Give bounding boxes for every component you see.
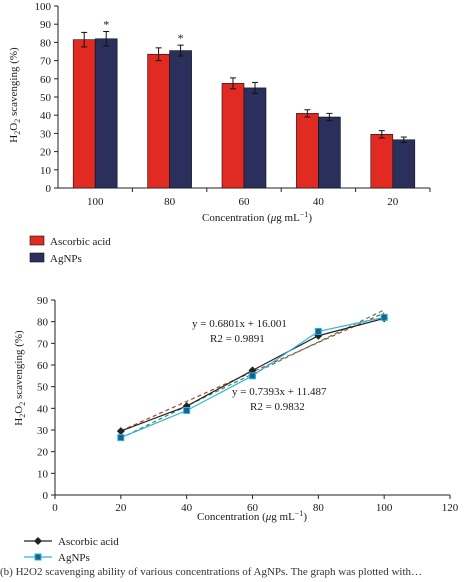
line-y-tick-label: 70 bbox=[37, 338, 49, 350]
bar bbox=[221, 83, 245, 189]
line-y-tick-label: 10 bbox=[37, 468, 49, 480]
bar-y-tick-label: 0 bbox=[46, 183, 52, 195]
line-x-tick-label: 0 bbox=[52, 502, 58, 514]
data-point bbox=[183, 407, 191, 414]
bar-legend: Ascorbic acid AgNPs bbox=[29, 235, 111, 265]
line-y-tick-label: 40 bbox=[37, 403, 49, 415]
bar-y-tick-label: 10 bbox=[40, 165, 52, 177]
line-series bbox=[116, 313, 389, 442]
data-point bbox=[116, 427, 125, 436]
line-y-tick-label: 60 bbox=[37, 360, 49, 372]
trendline-r-squared: R2 = 0.9891 bbox=[210, 333, 265, 345]
bar-y-tick-label: 60 bbox=[40, 74, 52, 86]
bar-x-tick-label: 100 bbox=[87, 196, 104, 208]
line-x-axis-label: Concentration (μg mL−1) bbox=[197, 509, 307, 523]
bar bbox=[318, 116, 341, 189]
significance-marker: * bbox=[103, 17, 109, 31]
line-x-tick-label: 120 bbox=[442, 502, 459, 514]
bar bbox=[370, 134, 394, 189]
legend-label: AgNPs bbox=[58, 552, 90, 564]
line-y-tick-label: 20 bbox=[37, 447, 49, 459]
line-y-tick-label: 90 bbox=[37, 295, 49, 307]
bar-y-tick-label: 100 bbox=[35, 1, 52, 13]
bar bbox=[392, 139, 416, 189]
significance-marker: * bbox=[178, 31, 184, 45]
bar-x-axis-label: Concentration (μg mL−1) bbox=[202, 210, 312, 224]
trendline-equation: y = 0.6801x + 16.001 bbox=[192, 318, 287, 330]
bar-y-tick-label: 40 bbox=[40, 110, 52, 122]
line-x-tick-label: 60 bbox=[247, 502, 259, 514]
bar bbox=[72, 39, 96, 189]
line-y-axis-label: H2O2 scavenging (%) bbox=[13, 330, 27, 426]
bar-y-axis-label: H2O2 scavenging (%) bbox=[8, 47, 22, 143]
data-point bbox=[117, 434, 125, 442]
trendline-annotations: y = 0.6801x + 16.001 R2 = 0.9891 y = 0.739… bbox=[192, 318, 327, 413]
bar-y-tick-label: 50 bbox=[40, 92, 52, 104]
bar-y-tick-label: 80 bbox=[40, 37, 52, 49]
bar-y-tick-label: 70 bbox=[40, 56, 52, 68]
bar bbox=[147, 53, 170, 189]
legend-label: Ascorbic acid bbox=[50, 236, 111, 248]
bar bbox=[243, 87, 267, 189]
line-chart: 0 10 20 30 40 50 60 70 80 90 0 20 40 60 80 100 120 y = … bbox=[13, 295, 459, 564]
data-point bbox=[314, 327, 322, 335]
trendline-equation: y = 0.7393x + 11.487 bbox=[232, 386, 327, 398]
bar-x-tick-label: 40 bbox=[313, 196, 325, 208]
line-x-tick-label: 80 bbox=[313, 502, 325, 514]
line-y-tick-label: 50 bbox=[37, 382, 49, 394]
legend-swatch bbox=[29, 235, 45, 246]
legend-marker bbox=[34, 553, 42, 561]
bar-y-tick-label: 90 bbox=[40, 19, 52, 31]
bar-x-axis-tick-labels: 100 80 60 40 20 bbox=[87, 188, 431, 208]
line-y-axis-ticks: 0 10 20 30 40 50 60 70 80 90 bbox=[37, 295, 55, 502]
figure-caption: (b) H2O2 scavenging ability of various c… bbox=[0, 566, 422, 578]
data-point bbox=[249, 372, 256, 380]
line-y-tick-label: 80 bbox=[37, 317, 49, 329]
legend-marker bbox=[34, 537, 42, 545]
line-y-tick-label: 0 bbox=[43, 490, 49, 502]
bar-x-tick-label: 20 bbox=[387, 196, 399, 208]
line-x-tick-label: 100 bbox=[376, 502, 393, 514]
bar-marks: ** bbox=[72, 17, 416, 189]
data-point bbox=[380, 313, 388, 321]
legend-label: AgNPs bbox=[50, 253, 82, 265]
line-x-tick-label: 40 bbox=[181, 502, 193, 514]
bar-x-tick-label: 80 bbox=[164, 196, 176, 208]
line-legend: Ascorbic acid AgNPs bbox=[24, 536, 119, 564]
bar bbox=[296, 113, 319, 189]
bar bbox=[94, 38, 118, 189]
trendline bbox=[120, 312, 385, 432]
trendlines bbox=[120, 309, 385, 439]
trendline-r-squared: R2 = 0.9832 bbox=[250, 401, 305, 413]
bar-y-tick-label: 30 bbox=[40, 128, 52, 140]
legend-swatch bbox=[29, 252, 45, 263]
legend-label: Ascorbic acid bbox=[58, 536, 119, 548]
line-x-tick-label: 20 bbox=[115, 502, 127, 514]
bar-x-tick-label: 60 bbox=[239, 196, 251, 208]
line-y-tick-label: 30 bbox=[37, 425, 49, 437]
bar bbox=[169, 50, 192, 189]
bar-y-axis-ticks: 0 10 20 30 40 50 60 70 80 90 100 bbox=[35, 1, 58, 195]
bar-y-tick-label: 20 bbox=[40, 147, 52, 159]
line-x-axis-ticks: 0 20 40 60 80 100 120 bbox=[52, 495, 459, 514]
